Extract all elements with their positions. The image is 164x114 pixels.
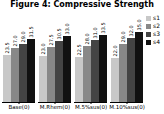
svg-text:28.0: 28.0 xyxy=(84,33,90,44)
svg-text:Base(0): Base(0) xyxy=(8,104,29,110)
svg-text:30.5: 30.5 xyxy=(56,28,62,39)
svg-text:31.5: 31.5 xyxy=(28,26,34,37)
svg-text:33.0: 33.0 xyxy=(64,23,70,34)
svg-text:M.Rhem(0): M.Rhem(0) xyxy=(40,104,70,110)
svg-text:35.0: 35.0 xyxy=(136,19,142,30)
html-text:Figure 4: Compressive Strength: Figure 4: Compressive Strength xyxy=(10,0,154,9)
html-text:s4: s4 xyxy=(153,38,160,45)
svg-text:33.5: 33.5 xyxy=(100,22,106,33)
svg-text:29.0: 29.0 xyxy=(20,31,26,42)
svg-text:M.5%sus(0): M.5%sus(0) xyxy=(75,104,107,110)
html-text:s2: s2 xyxy=(153,22,160,29)
svg-text:27.0: 27.0 xyxy=(12,35,18,46)
svg-text:23.5: 23.5 xyxy=(4,42,10,53)
svg-text:M.10%sus(0): M.10%sus(0) xyxy=(109,104,145,110)
svg-text:22.0: 22.0 xyxy=(112,45,118,56)
html-text:s3: s3 xyxy=(153,30,160,37)
html-text:s1: s1 xyxy=(153,14,160,21)
svg-text:29.0: 29.0 xyxy=(120,31,126,42)
svg-text:31.0: 31.0 xyxy=(92,27,98,38)
svg-text:32.0: 32.0 xyxy=(128,25,134,36)
svg-text:27.5: 27.5 xyxy=(48,34,54,45)
svg-text:22.5: 22.5 xyxy=(76,44,82,55)
svg-text:23.0: 23.0 xyxy=(40,43,46,54)
